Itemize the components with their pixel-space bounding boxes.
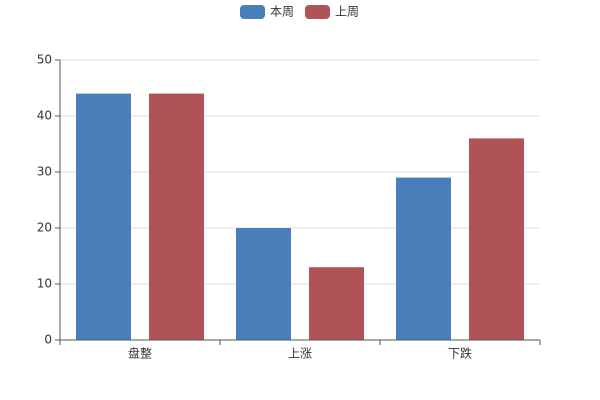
legend-swatch (240, 5, 265, 19)
bar (469, 138, 524, 340)
y-tick-label: 50 (37, 53, 52, 67)
bar (309, 267, 364, 340)
bar (236, 228, 291, 340)
legend-swatch (305, 5, 330, 19)
bar (396, 177, 451, 340)
y-tick-label: 30 (37, 165, 52, 179)
x-tick-label: 下跌 (448, 346, 472, 361)
x-tick-label: 上涨 (288, 346, 312, 361)
x-tick-label: 盘整 (128, 346, 152, 361)
y-tick-label: 20 (37, 221, 52, 235)
y-tick-label: 40 (37, 109, 52, 123)
legend-label: 本周 (270, 5, 294, 19)
y-tick-label: 0 (44, 333, 52, 347)
bar (149, 93, 204, 340)
legend-label: 上周 (335, 5, 359, 19)
bar (76, 93, 131, 340)
y-tick-label: 10 (37, 277, 52, 291)
